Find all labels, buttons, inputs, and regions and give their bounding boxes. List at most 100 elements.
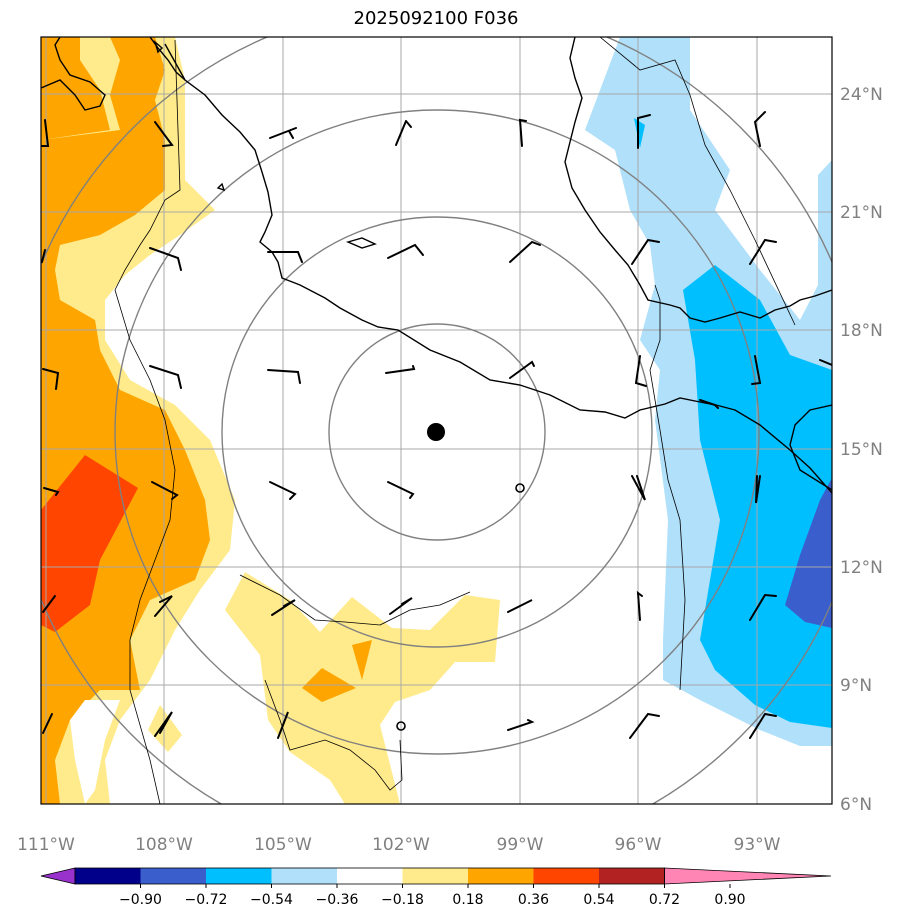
map-frame [40,36,833,805]
wind-barb [755,475,761,504]
wind-barb [389,597,413,615]
borders [114,37,796,804]
lon-label: 108°W [135,835,193,855]
lon-label: 99°W [497,835,544,855]
range-rings [41,37,832,804]
wind-barb [629,712,660,739]
lat-label: 12°N [840,558,883,578]
wind-barb [699,399,719,409]
lat-label: 6°N [840,795,872,815]
lon-label: 111°W [17,835,75,855]
wind-barb [267,251,303,263]
colorbar: −0.90 −0.72 −0.54 −0.36 −0.18 0.18 0.36 0.54 0.7… [40,867,832,908]
wind-barb [154,711,173,737]
calm-wind-circles [396,483,525,731]
wind-barb [149,247,182,271]
wind-barb [385,365,416,374]
colorbar-tick-label: −0.72 [185,892,228,908]
wind-barb [271,599,296,616]
colorbar-segment [337,868,403,884]
colorbar-tick-label: −0.90 [119,892,162,908]
anomaly-fill-red-west [41,455,138,632]
colorbar-frame [74,867,665,885]
coastlines [41,37,832,494]
anomaly-fill-orange-west [41,37,210,804]
wind-barb [634,355,647,387]
wind-barb [395,120,412,146]
lat-label: 24°N [840,85,883,105]
lat-label: 15°N [840,440,883,460]
anomaly-fill-light-yellow-island [148,705,182,752]
colorbar-tick-label: 0.54 [583,892,614,908]
colorbar-segment [140,868,207,884]
wind-barb [751,355,762,385]
lon-label: 102°W [372,835,430,855]
wind-barb [42,713,53,734]
wind-barb [749,238,777,265]
colorbar-tick-label: −0.36 [316,892,359,908]
coastline-gulf [564,37,832,323]
colorbar-extend-high [664,867,832,885]
wind-barb [518,118,527,147]
wind-barb [631,475,646,501]
anomaly-fill-royal-blue-east [785,478,832,628]
wind-barb [507,719,535,731]
wind-barb [154,121,174,147]
wind-barb [509,240,541,263]
latitude-labels: 24°N 21°N 18°N 15°N 12°N 9°N 6°N [840,85,883,815]
colorbar-extend-low [40,867,76,885]
lat-label: 9°N [840,676,872,696]
graticule [41,37,832,804]
wind-barb [277,711,289,739]
colorbar-segment [599,868,665,884]
colorbar-tick-label: 0.18 [452,892,483,908]
wind-barb [387,243,424,259]
wind-barb [749,593,777,621]
colorbar-tick-label: −0.54 [250,892,293,908]
wind-barb [269,481,297,500]
wind-barb [637,114,651,149]
colorbar-tick-label: 0.72 [649,892,680,908]
wind-barb [636,590,643,621]
island-1 [345,237,377,249]
wind-barb [149,365,182,389]
colorbar-segment [75,868,141,884]
wind-barb [387,481,415,499]
wind-barb [631,238,660,265]
colorbar-segment [206,868,272,884]
colorbar-tick-label: −0.18 [381,892,424,908]
colorbar-segment [533,868,600,884]
wind-barb [267,369,301,384]
storm-center-dot [427,423,445,441]
wind-barb [41,249,46,263]
anomaly-fill-orange-south-a [352,640,372,680]
island-2 [216,182,226,192]
map-title: 2025092100 F036 [353,8,519,29]
wind-barb [42,595,56,613]
lat-label: 21°N [840,203,883,223]
lat-label: 18°N [840,321,883,341]
coastline-mexico-pacific [164,43,832,494]
lon-label: 93°W [734,835,781,855]
anomaly-fill-deep-sky-blue-small [634,118,645,148]
wind-barb [42,368,60,390]
colorbar-segment [402,868,469,884]
wind-barb [507,599,533,613]
range-ring-1 [328,323,546,541]
wind-barb [43,487,60,496]
colorbar-tick-label: 0.36 [518,892,549,908]
wind-barb [749,712,777,739]
range-ring-2 [221,216,653,648]
longitude-labels: 111°W 108°W 105°W 102°W 99°W 96°W 93°W [17,835,781,855]
calm-wind-circle [515,483,525,493]
calm-wind-circle [396,721,406,731]
colorbar-segment [271,868,338,884]
coastline-yucatan [789,404,832,491]
wind-barb [41,119,50,147]
wind-barb [269,127,297,139]
anomaly-fill-white-pocket [70,700,120,804]
map-area [41,37,832,804]
wind-barb [151,481,179,500]
island-3 [153,39,164,54]
